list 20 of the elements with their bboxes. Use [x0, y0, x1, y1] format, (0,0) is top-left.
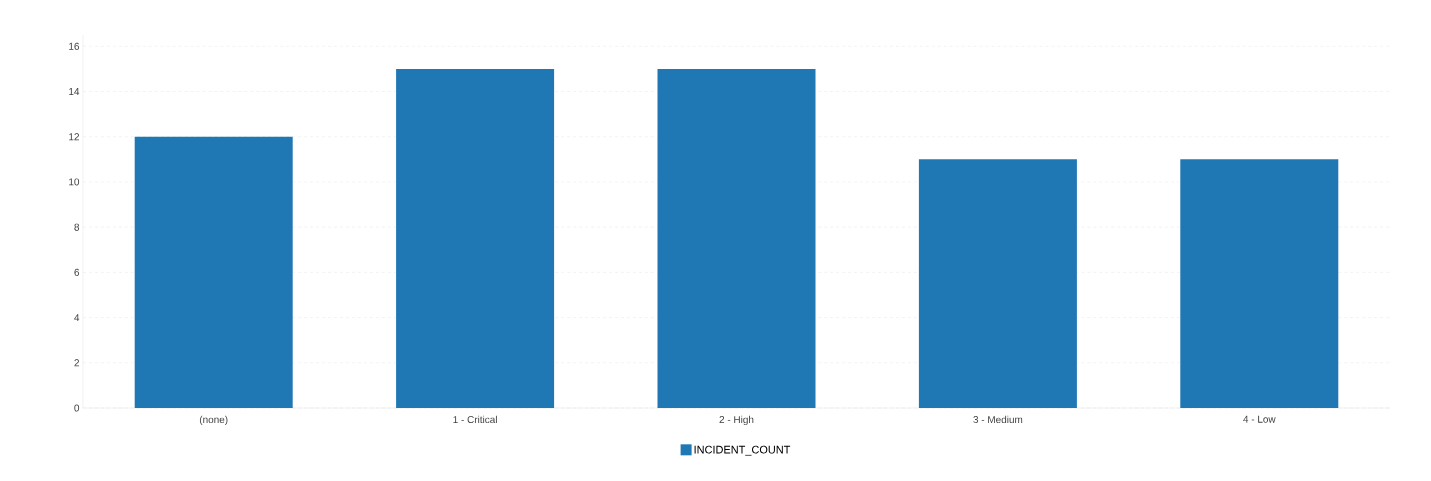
y-tick-label: 16: [69, 42, 80, 50]
legend-label: INCIDENT_COUNT: [694, 445, 791, 456]
x-tick-label: 2 - High: [719, 415, 754, 426]
bar: [918, 159, 1077, 408]
bar: [396, 68, 555, 408]
x-tick-label: 3 - Medium: [973, 415, 1023, 424]
y-tick-label: 6: [74, 268, 80, 276]
bar: [1180, 159, 1339, 408]
y-tick-label: 4: [74, 314, 80, 321]
y-tick-label: 10: [69, 178, 80, 186]
y-tick-label: 2: [74, 359, 79, 367]
y-tick-label: 0: [74, 404, 80, 412]
bar: [134, 136, 293, 408]
y-tick-label: 14: [69, 88, 80, 95]
bar: [657, 68, 816, 408]
x-tick-label: 1 - Critical: [453, 415, 497, 424]
y-tick-label: 8: [74, 223, 80, 231]
x-tick-label: 4 - Low: [1243, 415, 1276, 423]
y-tick-label: 12: [69, 133, 79, 141]
x-tick-label: (none): [199, 415, 228, 426]
